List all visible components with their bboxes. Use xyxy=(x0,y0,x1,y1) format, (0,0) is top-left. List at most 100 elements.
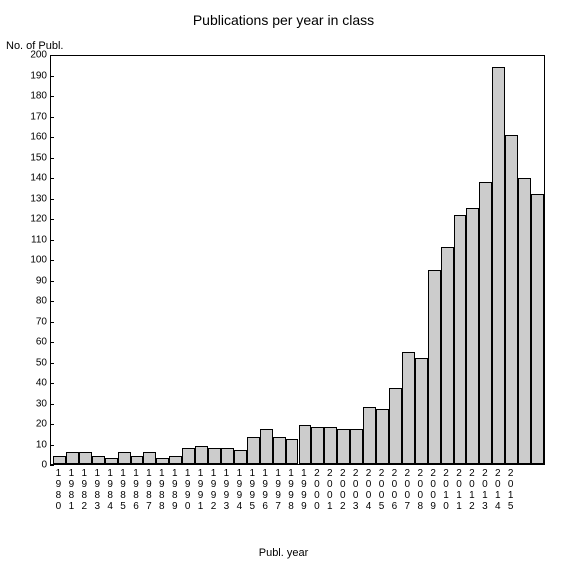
y-tick-mark xyxy=(50,137,54,138)
x-tick-label: 2011 xyxy=(455,468,463,512)
bar xyxy=(299,425,312,464)
bar xyxy=(350,429,363,464)
y-tick-mark xyxy=(50,404,54,405)
x-tick-label: 1983 xyxy=(93,468,101,512)
y-tick-mark xyxy=(50,219,54,220)
x-tick-label: 2012 xyxy=(468,468,476,512)
y-tick-mark xyxy=(50,199,54,200)
x-tick-label: 1994 xyxy=(235,468,243,512)
x-tick-label: 2001 xyxy=(326,468,334,512)
y-tick-mark xyxy=(50,76,54,77)
y-tick-mark xyxy=(50,342,54,343)
y-tick-label: 80 xyxy=(7,296,47,307)
x-tick-label: 2014 xyxy=(494,468,502,512)
bar xyxy=(311,427,324,464)
y-tick-mark xyxy=(50,55,54,56)
bar xyxy=(441,247,454,464)
y-tick-mark xyxy=(50,322,54,323)
bar xyxy=(143,452,156,464)
bar xyxy=(286,439,299,464)
bar xyxy=(518,178,531,464)
x-tick-label: 2015 xyxy=(507,468,515,512)
x-tick-label: 2006 xyxy=(390,468,398,512)
y-tick-label: 90 xyxy=(7,275,47,286)
bar xyxy=(66,452,79,464)
bar xyxy=(79,452,92,464)
x-tick-label: 2003 xyxy=(352,468,360,512)
x-tick-label: 1989 xyxy=(171,468,179,512)
bar xyxy=(234,450,247,464)
y-tick-mark xyxy=(50,158,54,159)
y-tick-mark xyxy=(50,240,54,241)
bar xyxy=(273,437,286,464)
x-tick-label: 1992 xyxy=(210,468,218,512)
bar xyxy=(428,270,441,464)
bar xyxy=(492,67,505,464)
bar xyxy=(131,456,144,464)
x-tick-label: 2000 xyxy=(313,468,321,512)
y-tick-label: 180 xyxy=(7,91,47,102)
y-tick-mark xyxy=(50,383,54,384)
y-tick-label: 110 xyxy=(7,234,47,245)
y-tick-label: 70 xyxy=(7,316,47,327)
y-tick-label: 30 xyxy=(7,398,47,409)
x-tick-label: 1993 xyxy=(222,468,230,512)
chart-title: Publications per year in class xyxy=(0,12,567,28)
x-tick-label: 1984 xyxy=(106,468,114,512)
bar xyxy=(53,456,66,464)
bar xyxy=(466,208,479,464)
bar xyxy=(221,448,234,464)
y-tick-mark xyxy=(50,301,54,302)
x-tick-label: 1982 xyxy=(80,468,88,512)
x-tick-label: 1980 xyxy=(54,468,62,512)
x-tick-label: 1985 xyxy=(119,468,127,512)
bar xyxy=(531,194,544,464)
x-tick-label: 1986 xyxy=(132,468,140,512)
y-tick-mark xyxy=(50,424,54,425)
x-tick-label: 1996 xyxy=(261,468,269,512)
x-tick-label: 2008 xyxy=(416,468,424,512)
x-tick-label: 2013 xyxy=(481,468,489,512)
y-tick-label: 190 xyxy=(7,70,47,81)
bar xyxy=(105,458,118,464)
y-tick-label: 160 xyxy=(7,132,47,143)
y-tick-label: 200 xyxy=(7,50,47,61)
bar xyxy=(260,429,273,464)
y-tick-label: 150 xyxy=(7,152,47,163)
bar xyxy=(92,456,105,464)
y-tick-mark xyxy=(50,260,54,261)
bar xyxy=(195,446,208,464)
y-tick-label: 100 xyxy=(7,255,47,266)
y-tick-label: 140 xyxy=(7,173,47,184)
y-tick-label: 170 xyxy=(7,111,47,122)
y-tick-label: 50 xyxy=(7,357,47,368)
x-tick-label: 2007 xyxy=(403,468,411,512)
y-tick-mark xyxy=(50,281,54,282)
x-tick-label: 2005 xyxy=(377,468,385,512)
x-tick-label: 2010 xyxy=(442,468,450,512)
bar xyxy=(376,409,389,464)
y-tick-mark xyxy=(50,445,54,446)
x-axis-label: Publ. year xyxy=(0,547,567,559)
bar xyxy=(505,135,518,464)
x-tick-label: 1991 xyxy=(197,468,205,512)
x-tick-label: 1999 xyxy=(300,468,308,512)
bar xyxy=(479,182,492,464)
x-tick-label: 1998 xyxy=(287,468,295,512)
bar xyxy=(454,215,467,464)
bar xyxy=(182,448,195,464)
x-tick-label: 1995 xyxy=(248,468,256,512)
y-tick-label: 0 xyxy=(7,460,47,471)
y-tick-label: 120 xyxy=(7,214,47,225)
chart-container: Publications per year in class No. of Pu… xyxy=(0,0,567,567)
x-tick-label: 2004 xyxy=(365,468,373,512)
bar xyxy=(363,407,376,464)
bar xyxy=(415,358,428,464)
y-tick-label: 10 xyxy=(7,439,47,450)
x-tick-label: 1987 xyxy=(145,468,153,512)
x-tick-label: 1981 xyxy=(67,468,75,512)
x-tick-label: 2009 xyxy=(429,468,437,512)
bar xyxy=(389,388,402,464)
y-tick-mark xyxy=(50,117,54,118)
y-tick-mark xyxy=(50,96,54,97)
